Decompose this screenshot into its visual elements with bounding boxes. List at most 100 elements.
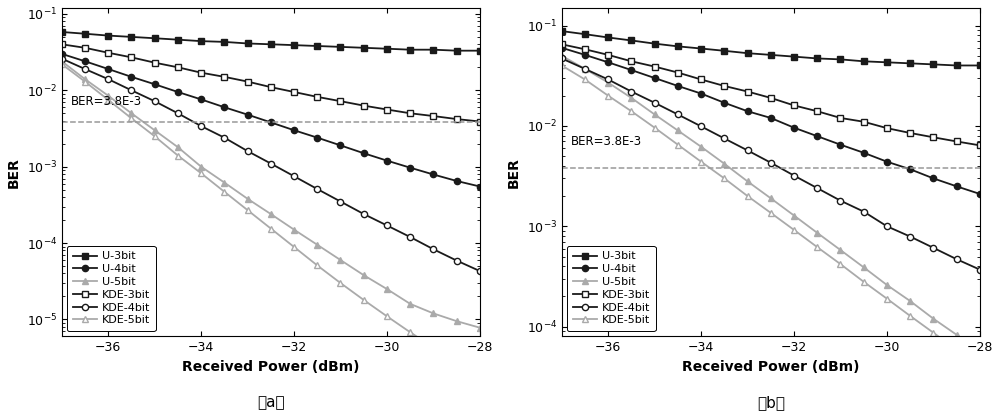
KDE-3bit	[125, 55, 137, 60]
U-5bit	[927, 316, 939, 321]
KDE-3bit	[556, 42, 568, 47]
U-4bit	[427, 172, 439, 177]
U-4bit	[265, 120, 277, 125]
Text: BER=3.8E-3: BER=3.8E-3	[571, 135, 642, 148]
U-5bit	[404, 301, 416, 306]
U-4bit	[765, 116, 777, 121]
U-4bit	[927, 176, 939, 181]
KDE-3bit	[474, 119, 486, 124]
U-4bit	[881, 159, 893, 164]
Line: U-3bit: U-3bit	[59, 29, 483, 54]
KDE-5bit	[311, 263, 323, 268]
U-3bit	[974, 63, 986, 68]
KDE-4bit	[765, 160, 777, 165]
U-3bit	[265, 42, 277, 47]
U-3bit	[904, 61, 916, 66]
KDE-3bit	[404, 111, 416, 116]
KDE-5bit	[951, 347, 963, 352]
U-4bit	[172, 89, 184, 94]
KDE-3bit	[579, 47, 591, 52]
KDE-5bit	[556, 63, 568, 68]
U-5bit	[858, 265, 870, 270]
Legend: U-3bit, U-4bit, U-5bit, KDE-3bit, KDE-4bit, KDE-5bit: U-3bit, U-4bit, U-5bit, KDE-3bit, KDE-4b…	[567, 246, 656, 331]
KDE-3bit	[765, 95, 777, 100]
U-5bit	[125, 111, 137, 116]
U-3bit	[288, 42, 300, 47]
U-4bit	[742, 109, 754, 114]
KDE-3bit	[451, 116, 463, 121]
U-3bit	[556, 29, 568, 34]
KDE-3bit	[695, 77, 707, 82]
KDE-5bit	[602, 93, 614, 98]
U-4bit	[834, 142, 846, 147]
U-5bit	[788, 213, 800, 218]
U-4bit	[218, 105, 230, 110]
U-4bit	[381, 158, 393, 163]
U-3bit	[79, 31, 91, 36]
U-3bit	[811, 56, 823, 61]
U-4bit	[788, 125, 800, 130]
KDE-3bit	[951, 139, 963, 144]
U-5bit	[742, 179, 754, 184]
U-4bit	[404, 165, 416, 170]
KDE-4bit	[811, 186, 823, 191]
U-4bit	[102, 67, 114, 72]
KDE-4bit	[649, 100, 661, 105]
KDE-4bit	[904, 234, 916, 239]
U-4bit	[125, 74, 137, 79]
KDE-3bit	[102, 50, 114, 55]
KDE-4bit	[927, 245, 939, 250]
U-5bit	[881, 282, 893, 287]
KDE-5bit	[695, 159, 707, 164]
Y-axis label: BER: BER	[507, 157, 521, 188]
U-5bit	[579, 67, 591, 72]
Text: （a）: （a）	[257, 396, 285, 411]
KDE-3bit	[311, 94, 323, 99]
KDE-5bit	[625, 109, 637, 114]
U-4bit	[556, 45, 568, 50]
KDE-5bit	[718, 176, 730, 181]
U-5bit	[265, 211, 277, 216]
KDE-4bit	[125, 88, 137, 93]
U-3bit	[742, 51, 754, 56]
U-4bit	[951, 184, 963, 189]
U-3bit	[427, 47, 439, 52]
Text: （b）: （b）	[757, 396, 785, 411]
KDE-5bit	[79, 79, 91, 84]
U-5bit	[904, 299, 916, 304]
U-4bit	[602, 60, 614, 65]
U-5bit	[765, 196, 777, 201]
KDE-4bit	[625, 89, 637, 94]
U-3bit	[172, 37, 184, 42]
Line: U-5bit: U-5bit	[559, 52, 983, 354]
KDE-5bit	[765, 210, 777, 215]
U-4bit	[649, 76, 661, 81]
U-4bit	[288, 128, 300, 133]
KDE-5bit	[102, 97, 114, 102]
KDE-3bit	[56, 42, 68, 47]
KDE-5bit	[788, 228, 800, 233]
KDE-3bit	[334, 99, 346, 104]
KDE-3bit	[288, 89, 300, 94]
KDE-4bit	[427, 247, 439, 252]
U-3bit	[765, 52, 777, 57]
KDE-4bit	[672, 112, 684, 117]
U-5bit	[242, 196, 254, 201]
U-5bit	[358, 272, 370, 277]
U-4bit	[858, 150, 870, 155]
U-5bit	[218, 180, 230, 185]
U-3bit	[927, 62, 939, 67]
U-4bit	[195, 97, 207, 102]
U-5bit	[172, 145, 184, 150]
KDE-3bit	[672, 70, 684, 75]
KDE-3bit	[358, 103, 370, 108]
U-5bit	[149, 128, 161, 133]
U-3bit	[195, 39, 207, 44]
U-3bit	[834, 57, 846, 62]
KDE-5bit	[149, 134, 161, 139]
KDE-5bit	[742, 193, 754, 198]
KDE-3bit	[788, 103, 800, 108]
KDE-3bit	[381, 107, 393, 112]
KDE-4bit	[974, 267, 986, 272]
U-4bit	[811, 134, 823, 139]
